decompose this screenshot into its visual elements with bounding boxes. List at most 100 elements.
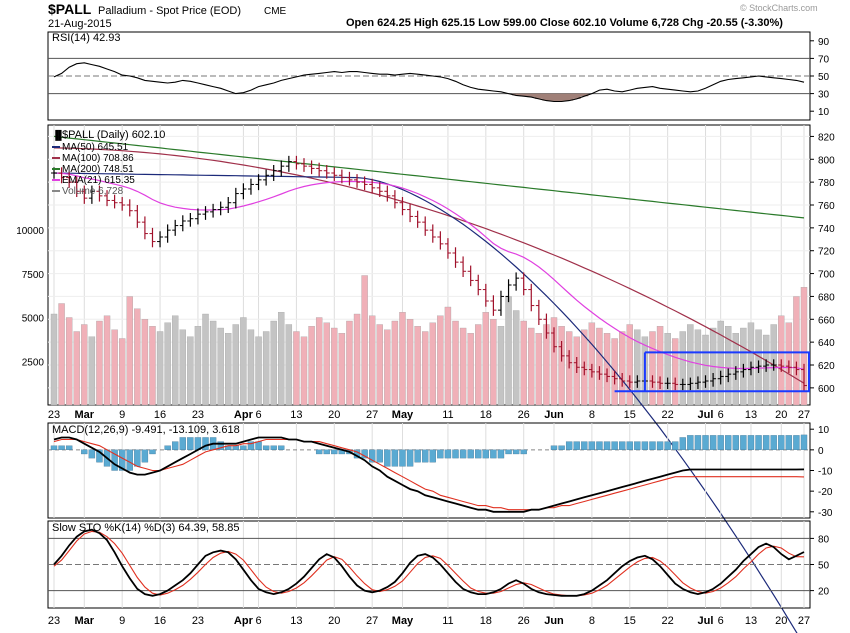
price-bar: [664, 377, 671, 389]
price-bar: [149, 227, 156, 248]
macd-histogram-bar: [800, 434, 808, 450]
price-bar: [740, 363, 747, 378]
volume-bar: [535, 333, 543, 406]
volume-tick-label: 5000: [22, 314, 45, 325]
price-bar: [361, 176, 368, 191]
x-tick-label: 13: [745, 615, 757, 627]
price-bar: [263, 169, 270, 186]
volume-bar: [406, 319, 414, 406]
x-tick-label: 8: [589, 409, 595, 421]
price-bar: [285, 155, 292, 172]
price-bar: [725, 368, 732, 383]
x-tick-label: 27: [366, 615, 378, 627]
legend-label-ma100: MA(100) 708.86: [62, 153, 134, 164]
x-tick-label: 6: [718, 615, 724, 627]
x-tick-label: 8: [589, 615, 595, 627]
ma200-line: [53, 135, 805, 219]
macd-histogram-bar: [581, 441, 588, 450]
symbol: $PALL: [48, 1, 92, 17]
price-bar: [755, 360, 762, 373]
price-bar: [747, 361, 754, 376]
volume-bar: [346, 320, 353, 406]
volume-bar: [194, 326, 202, 406]
macd-histogram-bar: [672, 441, 679, 450]
ma100-line: [53, 147, 805, 384]
x-tick-label: Jun: [544, 615, 564, 627]
macd-histogram-bar: [459, 449, 467, 459]
volume-bar: [482, 312, 489, 406]
volume-tick-label: 10000: [16, 226, 44, 237]
volume-bar: [81, 324, 88, 406]
macd-histogram-bar: [323, 449, 330, 455]
price-bar: [323, 165, 330, 179]
volume-bar: [672, 338, 679, 406]
price-bar: [490, 295, 497, 316]
x-tick-label: 16: [154, 615, 166, 627]
price-bar: [66, 171, 73, 188]
macd-histogram-bar: [384, 449, 391, 467]
price-bar: [255, 174, 262, 191]
price-bar: [157, 231, 164, 248]
macd-axis-tick-label: -20: [818, 487, 833, 498]
macd-histogram-bar: [740, 435, 747, 450]
price-bar: [626, 375, 633, 388]
price-bar: [596, 366, 603, 380]
volume-bar: [497, 326, 505, 406]
price-bar: [179, 215, 186, 232]
macd-histogram-bar: [467, 449, 474, 459]
price-bar: [543, 313, 550, 339]
x-tick-label: 6: [718, 409, 724, 421]
volume-bar: [467, 333, 474, 406]
x-tick-label: Apr: [234, 409, 254, 421]
x-tick-label: Apr: [234, 615, 254, 627]
volume-bar: [179, 329, 186, 406]
macd-histogram-bar: [164, 445, 171, 450]
volume-bar: [58, 303, 65, 406]
x-tick-label: 9: [119, 615, 125, 627]
x-tick-label: 13: [290, 615, 302, 627]
x-tick-label: 9: [119, 409, 125, 421]
legend-label-ma50: MA(50) 645.51: [62, 142, 129, 153]
macd-histogram-bar: [240, 445, 247, 450]
x-tick-label: May: [392, 615, 414, 627]
price-bar: [505, 279, 512, 303]
price-bar: [657, 376, 664, 389]
macd-histogram-bar: [770, 435, 777, 450]
price-bar: [202, 206, 209, 220]
volume-bar: [384, 329, 391, 406]
volume-bar: [126, 296, 133, 406]
volume-bar: [414, 326, 421, 406]
volume-bar: [164, 322, 171, 406]
macd-axis-tick-label: -30: [818, 508, 833, 519]
price-bar: [732, 366, 739, 380]
price-bar: [172, 219, 179, 236]
volume-bar: [649, 331, 656, 406]
volume-bar: [209, 320, 217, 406]
price-legend-bar-icon: ▐▌: [52, 129, 65, 141]
volume-bar: [96, 320, 103, 406]
price-bar: [702, 375, 709, 388]
macd-histogram-bar: [58, 445, 65, 450]
price-bar: [134, 205, 141, 228]
macd-histogram-bar: [81, 449, 88, 455]
macd-histogram-bar: [422, 449, 429, 463]
macd-histogram-bar: [490, 449, 497, 459]
volume-bar: [793, 296, 800, 406]
price-bar: [331, 167, 338, 181]
x-tick-label: 23: [48, 409, 60, 421]
volume-bar: [687, 324, 694, 406]
price-bar: [399, 197, 406, 216]
price-bar: [407, 203, 414, 223]
volume-bar: [558, 326, 565, 406]
volume-bar: [490, 319, 497, 406]
volume-bar: [232, 324, 239, 406]
price-bar: [384, 185, 391, 202]
x-tick-label: Mar: [75, 409, 95, 421]
volume-bar: [717, 320, 724, 406]
macd-histogram-bar: [725, 435, 732, 450]
macd-histogram-bar: [452, 449, 459, 459]
volume-bar: [240, 317, 247, 406]
macd-histogram-bar: [172, 441, 179, 450]
macd-histogram-bar: [88, 449, 96, 459]
